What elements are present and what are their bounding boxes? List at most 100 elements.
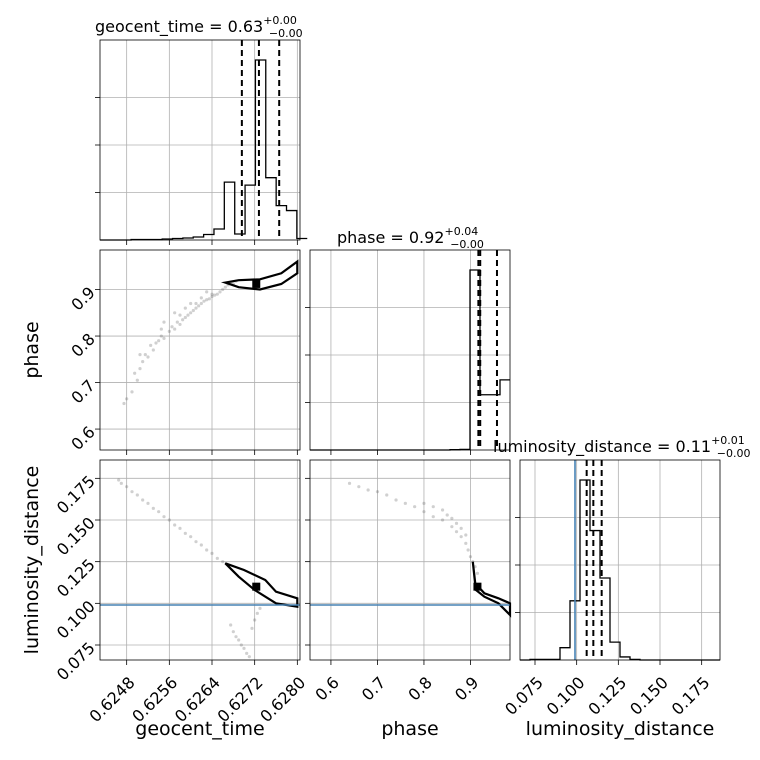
sample-point-geocent_time_vs_phase-25: [197, 304, 201, 308]
title-geocent-time-median: 0.63: [228, 17, 264, 36]
sample-point-geocent_time_vs_distance-20: [221, 560, 225, 564]
sample-point-geocent_time_vs_distance-29: [250, 626, 254, 630]
sample-point-geocent_time_vs_distance-30: [253, 618, 257, 622]
title-phase-plus: +0.04: [444, 225, 478, 238]
sample-point-phase_vs_distance-15: [466, 548, 470, 552]
ylabel-phase: phase: [21, 321, 43, 378]
sample-point-phase_vs_distance-27: [450, 516, 454, 520]
sample-point-geocent_time_vs_phase-5: [138, 367, 142, 371]
sample-point-phase_vs_distance-20: [431, 505, 435, 509]
title-geocent-time: geocent_time = 0.63+0.00 −0.00: [95, 14, 303, 40]
frame-hist-geocent_time: [99, 39, 301, 241]
ytick-label-luminosity_distance-4: 0.175: [53, 472, 99, 518]
scatter-panel-phase_vs_distance: 0.6 0.7 0.8 0.9: [305, 459, 512, 704]
sample-point-geocent_time_vs_phase-29: [207, 297, 211, 301]
sample-point-geocent_time_vs_phase-1: [125, 397, 129, 401]
sample-point-geocent_time_vs_phase-51: [149, 343, 153, 347]
xlabel-geocent-time: geocent_time: [135, 718, 264, 740]
title-geocent-time-main: geocent_time =: [95, 17, 228, 37]
density-peak-geocent_time_vs_distance: [252, 582, 261, 591]
sample-point-geocent_time_vs_phase-43: [194, 301, 198, 306]
xtick-label-luminosity_distance-0: 0.075: [501, 673, 547, 719]
ytick-label-luminosity_distance-2: 0.125: [53, 555, 99, 601]
sample-point-geocent_time_vs_distance-10: [167, 518, 171, 522]
sample-point-geocent_time_vs_distance-7: [151, 506, 155, 510]
sample-point-phase_vs_distance-22: [454, 521, 459, 525]
sample-point-geocent_time_vs_phase-18: [178, 322, 182, 327]
sample-point-phase_vs_distance-4: [385, 493, 389, 497]
sample-point-phase_vs_distance-26: [440, 508, 445, 512]
sample-point-geocent_time_vs_phase-9: [151, 348, 155, 352]
sample-point-phase_vs_distance-2: [366, 488, 370, 492]
frame-geocent_time_vs_distance: [99, 459, 301, 661]
sample-point-geocent_time_vs_phase-16: [173, 327, 177, 331]
hist-panel-phase: [305, 249, 511, 455]
sample-point-phase_vs_distance-8: [422, 510, 426, 514]
ytick-label-phase-1: 0.7: [67, 376, 98, 407]
sample-point-geocent_time_vs_distance-25: [239, 643, 243, 647]
sample-point-geocent_time_vs_phase-48: [162, 320, 166, 324]
sample-point-geocent_time_vs_phase-21: [186, 313, 190, 317]
sample-point-phase_vs_distance-0: [347, 481, 352, 485]
sample-point-geocent_time_vs_phase-14: [167, 329, 171, 333]
sample-point-geocent_time_vs_phase-8: [146, 355, 150, 359]
title-luminosity-distance: luminosity_distance = 0.11+0.01 −0.00: [493, 434, 751, 460]
frame-hist-luminosity_distance: [519, 459, 721, 661]
scatter-panel-geocent_time_vs_phase: 0.6 0.7 0.8 0.9: [67, 249, 301, 455]
xtick-label-phase-1: 0.7: [358, 673, 389, 704]
sample-point-geocent_time_vs_phase-0: [122, 401, 126, 406]
ytick-label-luminosity_distance-1: 0.100: [53, 597, 99, 643]
xlabel-luminosity-distance: luminosity_distance: [526, 718, 715, 740]
sample-point-geocent_time_vs_phase-22: [189, 311, 193, 315]
sample-point-phase_vs_distance-16: [468, 555, 473, 559]
sample-point-phase_vs_distance-19: [475, 571, 480, 575]
title-luminosity-distance-minus: −0.00: [717, 447, 751, 460]
sample-point-geocent_time_vs_phase-50: [159, 327, 163, 331]
sample-point-geocent_time_vs_phase-30: [210, 294, 214, 299]
sample-point-geocent_time_vs_phase-40: [178, 313, 182, 317]
sample-point-geocent_time_vs_distance-17: [205, 548, 209, 552]
sample-point-geocent_time_vs_phase-3: [133, 371, 137, 375]
sample-point-geocent_time_vs_distance-14: [189, 535, 193, 539]
sample-point-geocent_time_vs_phase-2: [130, 390, 134, 394]
sample-point-phase_vs_distance-25: [422, 501, 426, 505]
xtick-label-geocent_time-0: 0.6248: [86, 673, 139, 726]
sample-point-geocent_time_vs_distance-15: [194, 540, 198, 544]
sample-point-geocent_time_vs_distance-2: [125, 485, 129, 489]
sample-point-geocent_time_vs_phase-47: [173, 311, 177, 315]
sample-point-geocent_time_vs_phase-41: [183, 306, 187, 310]
sample-point-phase_vs_distance-23: [459, 526, 463, 530]
xtick-label-phase-2: 0.8: [404, 673, 435, 704]
sample-point-geocent_time_vs_distance-11: [173, 523, 177, 527]
sample-point-geocent_time_vs_distance-1: [119, 481, 123, 485]
xtick-label-phase-0: 0.6: [311, 673, 342, 704]
title-phase: phase = 0.92+0.04 −0.00: [337, 225, 484, 251]
xtick-label-luminosity_distance-3: 0.150: [626, 673, 672, 719]
sample-point-geocent_time_vs_phase-13: [162, 336, 166, 340]
sample-point-geocent_time_vs_phase-32: [215, 292, 219, 296]
title-geocent-time-minus: −0.00: [269, 27, 303, 40]
sample-point-geocent_time_vs_distance-21: [229, 623, 233, 627]
density-peak-geocent_time_vs_phase: [252, 279, 261, 288]
ylabel-luminosity-distance: luminosity_distance: [21, 466, 43, 655]
sample-point-geocent_time_vs_phase-4: [135, 378, 139, 382]
sample-point-phase_vs_distance-24: [464, 533, 468, 537]
sample-point-geocent_time_vs_phase-20: [183, 315, 187, 320]
xtick-label-geocent_time-4: 0.6280: [256, 673, 309, 726]
sample-point-geocent_time_vs_phase-17: [175, 320, 179, 324]
contour-geocent_time_vs_phase-0: [220, 259, 299, 291]
sample-point-phase_vs_distance-10: [440, 518, 445, 522]
xtick-label-luminosity_distance-2: 0.125: [584, 673, 630, 719]
title-phase-minus: −0.00: [450, 238, 484, 251]
sample-point-phase_vs_distance-11: [450, 525, 454, 529]
sample-point-geocent_time_vs_distance-32: [258, 606, 262, 610]
sample-point-geocent_time_vs_phase-24: [194, 306, 198, 310]
sample-point-phase_vs_distance-13: [459, 535, 463, 539]
sample-point-geocent_time_vs_distance-19: [215, 556, 219, 560]
sample-point-geocent_time_vs_phase-31: [213, 293, 217, 297]
xtick-label-luminosity_distance-1: 0.100: [543, 673, 589, 719]
frame-hist-phase: [309, 249, 511, 451]
sample-point-phase_vs_distance-9: [431, 515, 435, 519]
sample-point-geocent_time_vs_phase-45: [205, 290, 209, 294]
hist-step-luminosity_distance: [520, 479, 720, 661]
